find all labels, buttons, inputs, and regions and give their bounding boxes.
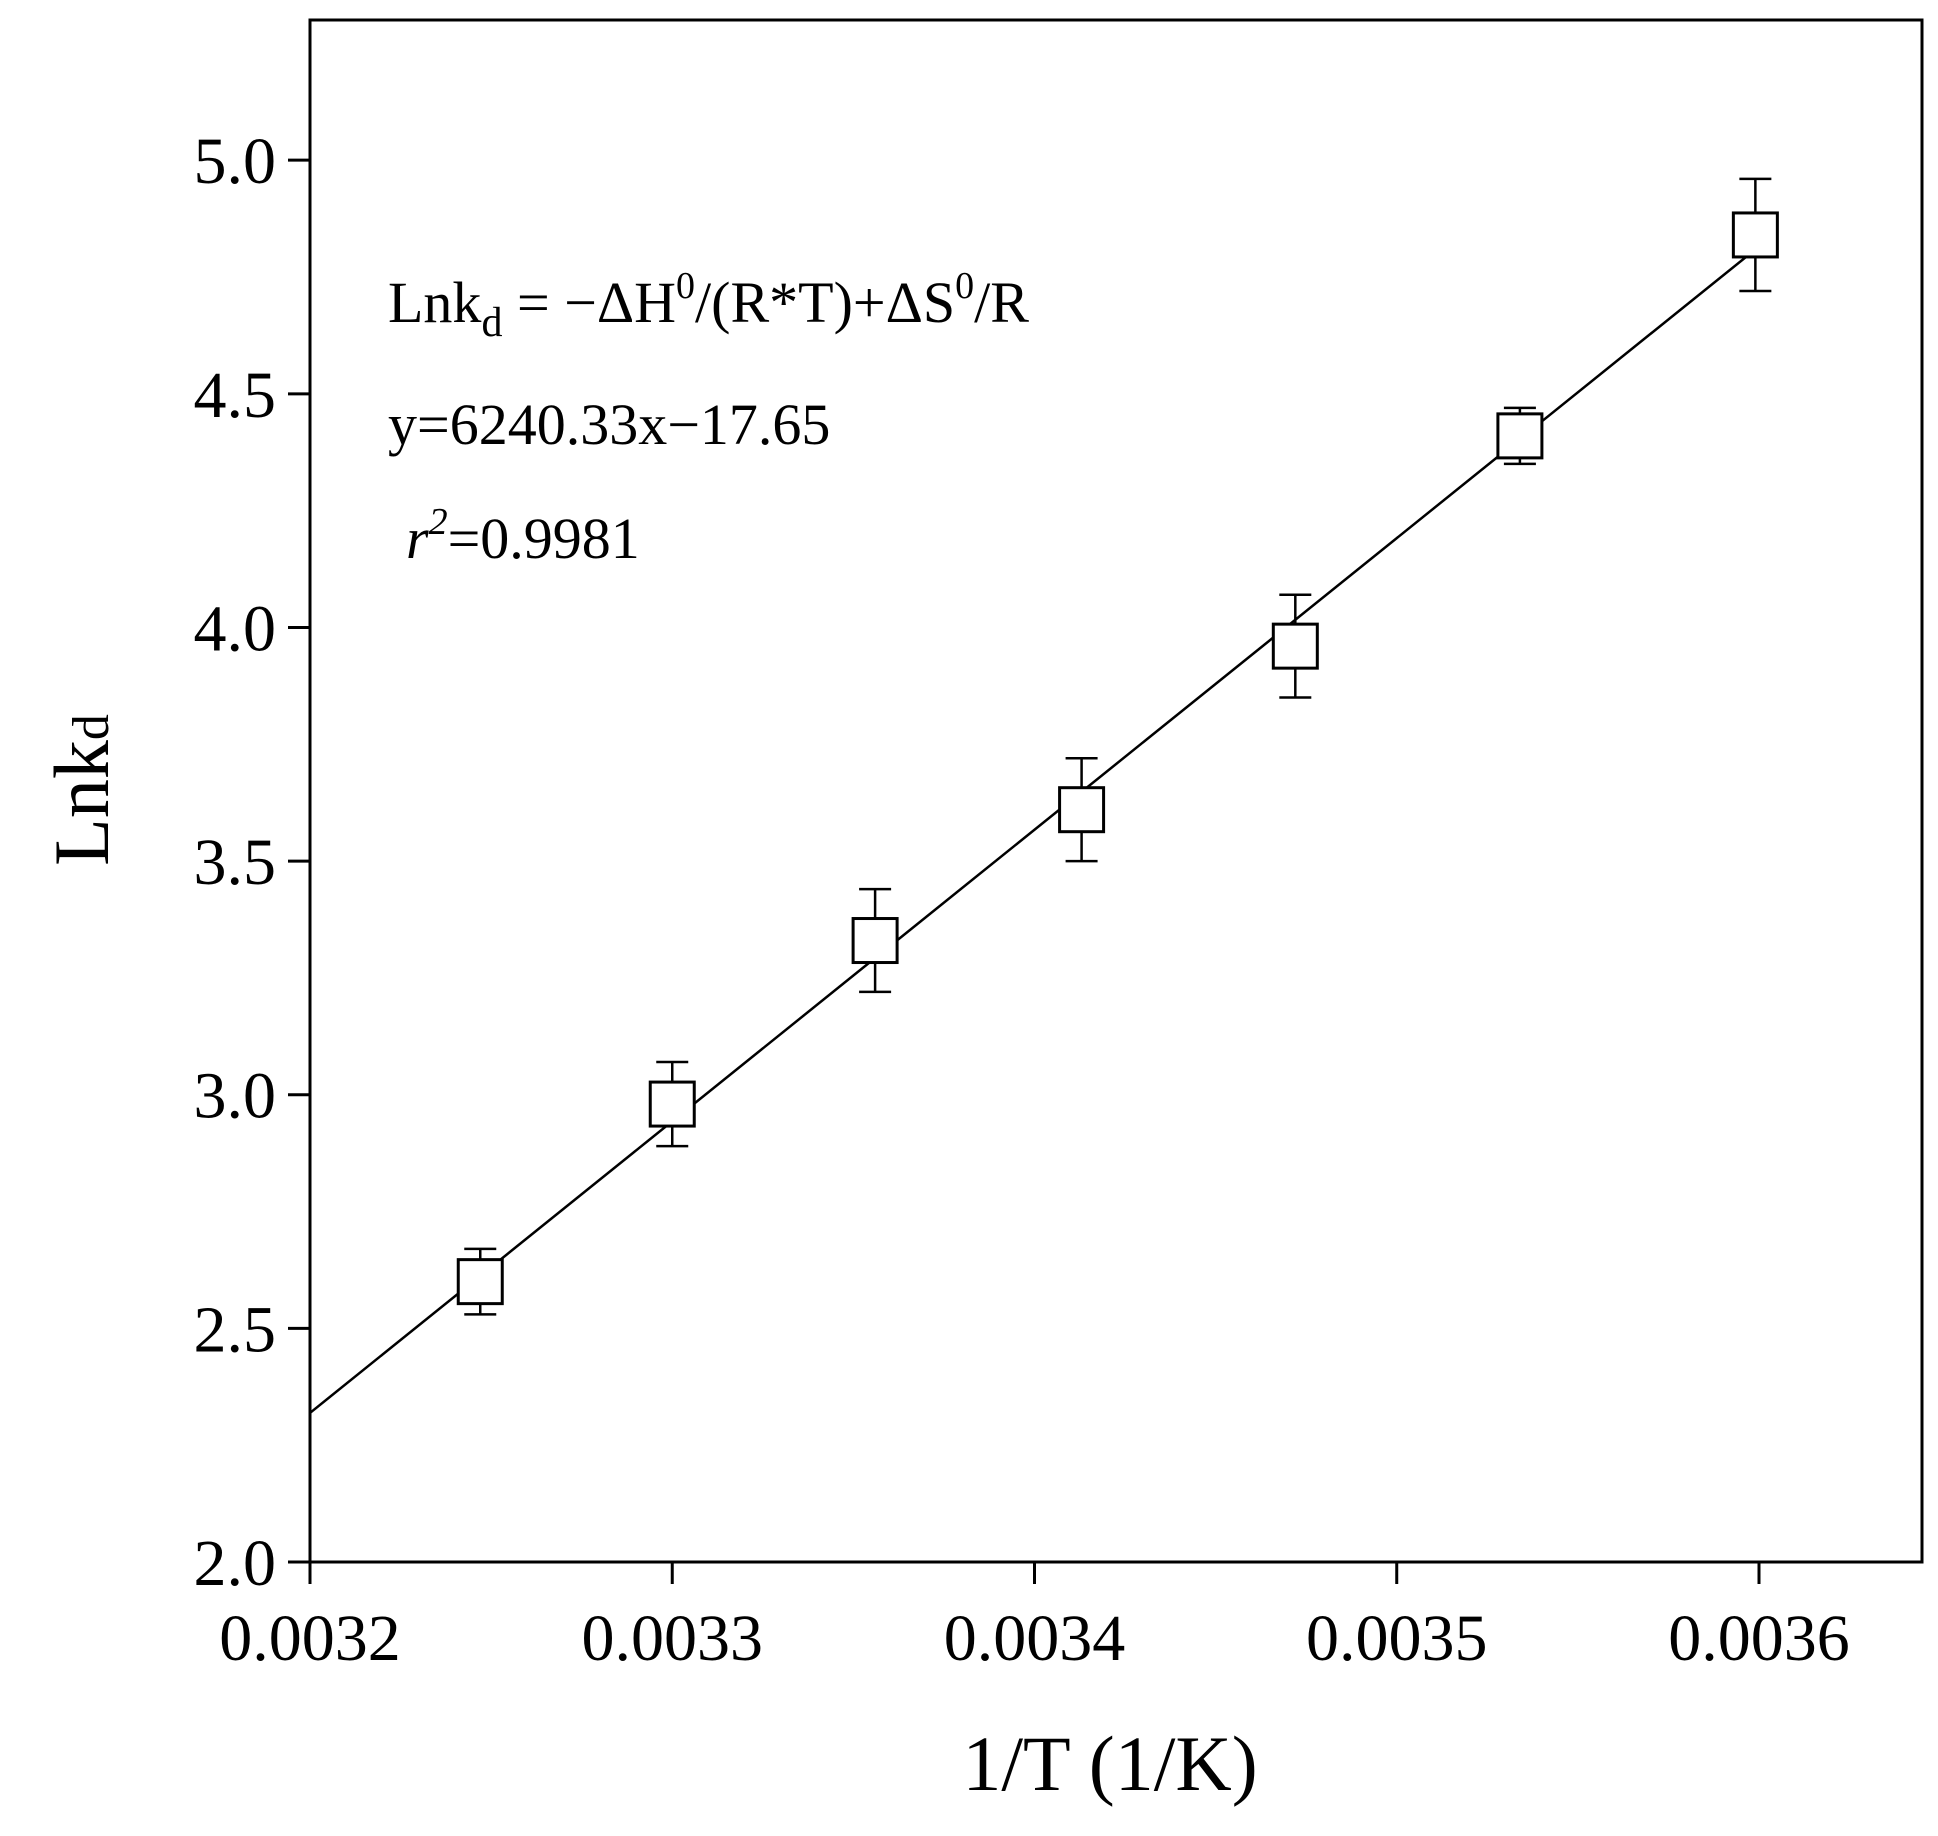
data-point-marker	[1731, 211, 1779, 259]
y-tick-label: 2.5	[194, 1293, 277, 1366]
equation-part-1: = −ΔH	[502, 270, 676, 335]
y-tick-label: 5.0	[194, 125, 277, 198]
plot-frame	[308, 18, 1924, 1564]
data-point-marker	[1271, 622, 1319, 670]
y-axis-title-subscript: d	[63, 714, 120, 740]
x-tick-label: 0.0032	[219, 1602, 401, 1675]
data-points-layer	[456, 177, 1779, 1316]
equation-part-2: /(R*T)+ΔS	[695, 270, 955, 335]
data-point	[1496, 406, 1544, 466]
data-point-marker	[1058, 786, 1106, 834]
y-tick-label: 2.0	[194, 1527, 277, 1600]
fit-line-annotation: y=6240.33x−17.65	[388, 392, 830, 457]
equation-lhs: Lnk	[388, 270, 481, 335]
x-tick-label: 0.0034	[944, 1602, 1126, 1675]
data-point	[648, 1060, 696, 1148]
r-squared-value: =0.9981	[448, 506, 640, 571]
y-tick-label: 4.0	[194, 592, 277, 665]
y-axis-title: Lnkd	[38, 714, 125, 866]
x-tick-label: 0.0035	[1306, 1602, 1488, 1675]
data-point	[1058, 757, 1106, 863]
equation-superscript-1: 0	[676, 265, 695, 307]
y-axis-title-main: Lnk	[38, 740, 125, 866]
y-tick-label: 4.5	[194, 359, 277, 432]
data-point-marker	[456, 1258, 504, 1306]
r-squared-symbol: r	[406, 506, 429, 571]
data-point	[1731, 177, 1779, 293]
data-point	[851, 887, 899, 994]
r-squared-annotation: r2=0.9981	[406, 501, 640, 571]
y-tick-label: 3.0	[194, 1060, 277, 1133]
data-point-marker	[648, 1080, 696, 1128]
x-axis-title: 1/T (1/K)	[962, 1720, 1257, 1807]
data-point	[1271, 593, 1319, 699]
equation-lhs-subscript: d	[481, 300, 502, 346]
equation-annotation: Lnkd = −ΔH0/(R*T)+ΔS0/R	[388, 265, 1029, 346]
data-point-marker	[851, 917, 899, 965]
r-squared-superscript: 2	[429, 501, 448, 543]
y-tick-label: 3.5	[194, 826, 277, 899]
equation-superscript-2: 0	[955, 265, 974, 307]
y-axis-ticks: 2.0 2.5 3.0 3.5 4.0 4.5 5.0	[194, 125, 310, 1600]
data-point-marker	[1496, 412, 1544, 460]
data-point	[456, 1247, 504, 1316]
equation-part-3: /R	[974, 270, 1029, 335]
x-axis-ticks: 0.0032 0.0033 0.0034 0.0035 0.0036	[219, 1562, 1850, 1675]
x-tick-label: 0.0036	[1668, 1602, 1850, 1675]
x-tick-label: 0.0033	[581, 1602, 763, 1675]
